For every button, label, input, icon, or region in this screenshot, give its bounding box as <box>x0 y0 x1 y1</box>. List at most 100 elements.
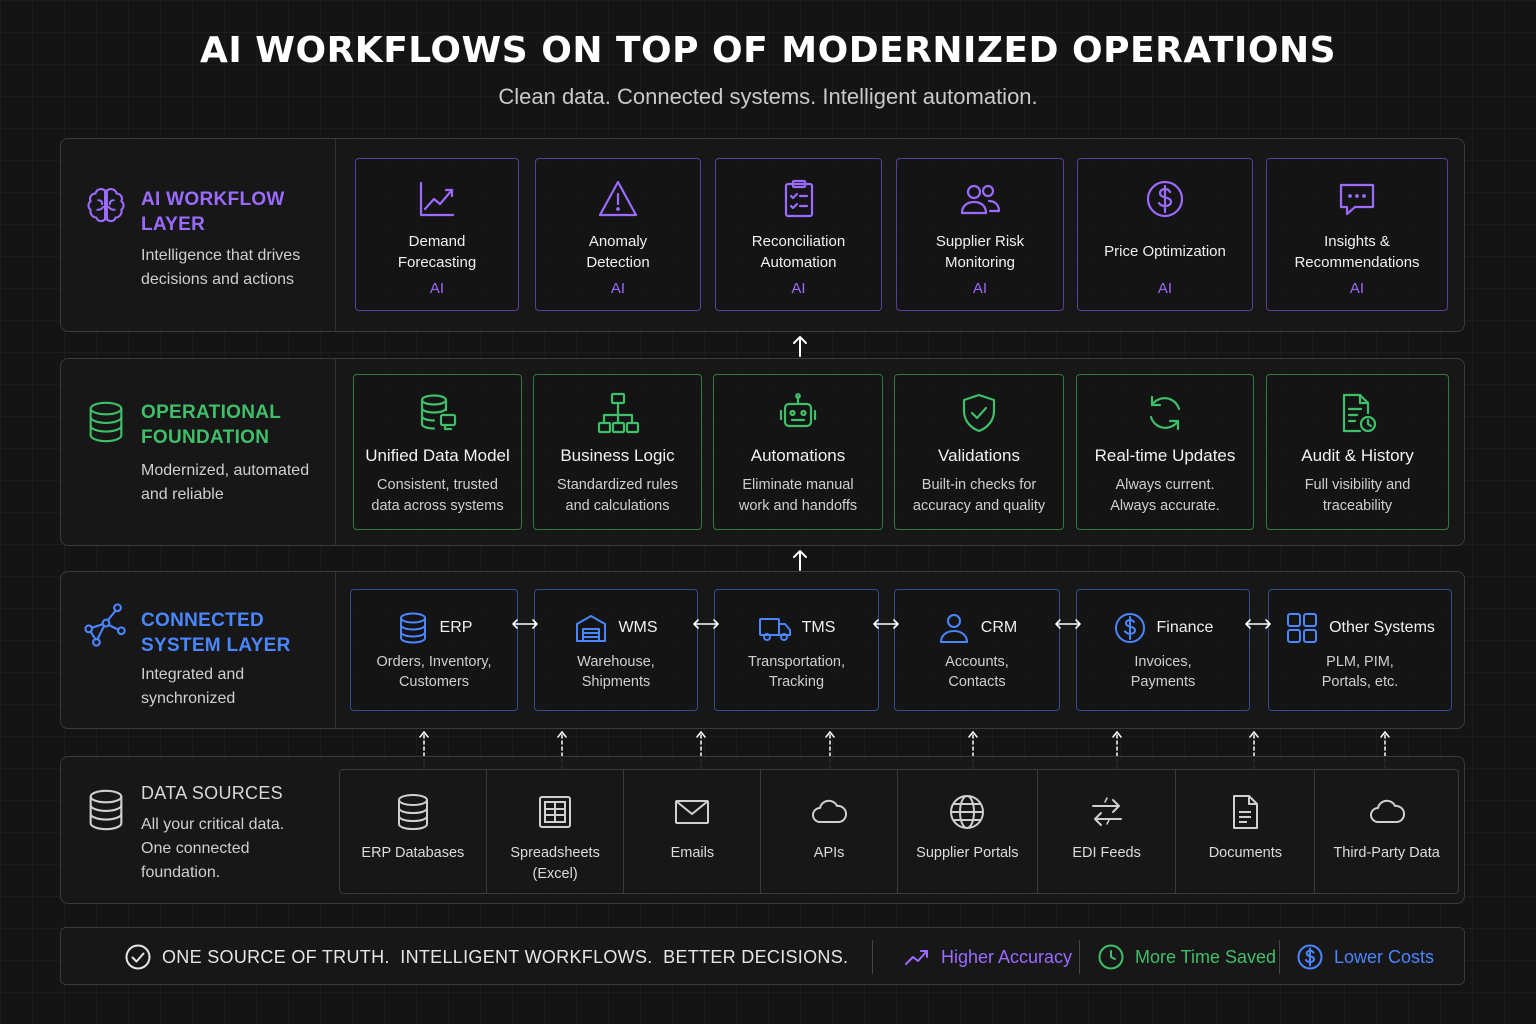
source-apis[interactable]: APIs <box>761 770 898 893</box>
source-emails[interactable]: Emails <box>624 770 762 893</box>
op-card-unified-data-model[interactable]: Unified Data Model Consistent, trusted da… <box>353 374 522 530</box>
data-sources-strip: ERP Databases Spreadsheets (Excel) Emails… <box>339 769 1459 894</box>
sys-card-erp[interactable]: ERP Orders, Inventory, Customers <box>350 589 518 711</box>
ai-card-reconciliation-automation[interactable]: Reconciliation Automation AI <box>715 158 882 311</box>
source-label-line1: Third-Party Data <box>1333 845 1440 861</box>
op-card-business-logic[interactable]: Business Logic Standardized rules and cal… <box>533 374 702 530</box>
ai-card-demand-forecasting[interactable]: Demand Forecasting AI <box>355 158 519 311</box>
op-card-automations[interactable]: Automations Eliminate manual work and han… <box>713 374 883 530</box>
ai-card-label: Price Optimization <box>1082 241 1248 262</box>
ai-layer-title: AI WORKFLOW LAYER <box>141 187 331 237</box>
ai-card-label-line1: Price Optimization <box>1104 243 1226 260</box>
op-card-realtime-updates[interactable]: Real-time Updates Always current. Always … <box>1076 374 1254 530</box>
ai-layer-title-line2: LAYER <box>141 214 206 235</box>
sys-card-desc-line2: Shipments <box>581 674 651 690</box>
ai-card-label-line1: Insights & <box>1324 233 1390 250</box>
op-card-desc-line1: Consistent, trusted <box>377 477 498 493</box>
source-spreadsheets[interactable]: Spreadsheets (Excel) <box>487 770 625 893</box>
ai-card-anomaly-detection[interactable]: Anomaly Detection AI <box>535 158 701 311</box>
sys-card-desc: Invoices, Payments <box>1083 652 1243 692</box>
sys-card-desc-line2: Tracking <box>768 674 825 690</box>
sys-card-name: WMS <box>618 619 658 636</box>
ai-layer-desc-line1: Intelligence that drives <box>141 247 301 264</box>
benefit-label: More Time Saved <box>1135 946 1277 967</box>
source-supplier-portals[interactable]: Supplier Portals <box>898 770 1038 893</box>
benefit-label: Higher Accuracy <box>941 946 1073 967</box>
benefit-lower-costs: Lower Costs <box>1296 928 1434 986</box>
bidirectional-arrow-icon <box>873 619 899 629</box>
sys-card-crm[interactable]: CRM Accounts, Contacts <box>894 589 1060 711</box>
sys-layer-desc-line1: Integrated and <box>141 666 245 683</box>
op-card-desc: Built-in checks for accuracy and quality <box>901 475 1057 517</box>
ai-card-tag: AI <box>791 280 806 297</box>
sys-card-name: TMS <box>801 619 836 636</box>
warehouse-icon <box>576 615 607 642</box>
truck-icon <box>758 618 791 641</box>
ai-layer-desc: Intelligence that drives decisions and a… <box>141 244 331 292</box>
bidirectional-arrow-icon <box>512 619 538 629</box>
op-card-title: Audit & History <box>1301 446 1414 465</box>
sys-card-other-systems[interactable]: Other Systems PLM, PIM, Portals, etc. <box>1268 589 1452 711</box>
operational-foundation-layer: OPERATIONAL FOUNDATION Modernized, autom… <box>60 358 1465 546</box>
op-card-audit-history[interactable]: Audit & History Full visibility and trace… <box>1266 374 1449 530</box>
sys-card-header: WMS <box>535 610 697 646</box>
source-edi-feeds[interactable]: EDI Feeds <box>1038 770 1177 893</box>
ai-card-tag: AI <box>429 280 445 297</box>
hierarchy-icon <box>596 391 640 435</box>
op-layer-title-line2: FOUNDATION <box>141 427 270 448</box>
source-third-party-data[interactable]: Third-Party Data <box>1315 770 1458 893</box>
sys-card-desc: PLM, PIM, Portals, etc. <box>1275 652 1445 692</box>
ai-card-label: Reconciliation Automation <box>720 231 877 273</box>
database-icon <box>393 792 433 832</box>
sys-card-desc-line1: Invoices, <box>1134 654 1192 670</box>
source-documents[interactable]: Documents <box>1176 770 1316 893</box>
ai-card-label-line1: Demand <box>408 233 466 250</box>
sys-card-desc-line2: Payments <box>1130 674 1196 690</box>
users-icon <box>958 177 1002 221</box>
trend-up-icon <box>905 950 928 965</box>
op-card-desc: Standardized rules and calculations <box>540 475 695 517</box>
dollar-circle-icon <box>1143 177 1187 221</box>
spreadsheet-icon <box>535 792 575 832</box>
op-card-desc-line2: and calculations <box>565 498 670 514</box>
network-icon <box>83 602 129 648</box>
data-layer-desc-line1: All your critical data. <box>141 816 285 833</box>
bidirectional-arrow-icon <box>693 619 719 629</box>
chat-bubble-icon <box>1335 177 1379 221</box>
sys-card-desc-line2: Portals, etc. <box>1321 674 1399 690</box>
ai-card-insights-recommendations[interactable]: Insights & Recommendations AI <box>1266 158 1448 311</box>
document-icon <box>1225 792 1265 832</box>
cloud-icon <box>1367 792 1407 832</box>
ai-card-price-optimization[interactable]: Price Optimization AI <box>1077 158 1253 311</box>
ai-card-supplier-risk-monitoring[interactable]: Supplier Risk Monitoring AI <box>896 158 1064 311</box>
sys-card-tms[interactable]: TMS Transportation, Tracking <box>714 589 879 711</box>
data-layer-desc-line3: foundation. <box>141 864 221 881</box>
sys-layer-title-line1: CONNECTED <box>141 610 265 631</box>
op-card-desc-line2: data across systems <box>371 498 504 514</box>
sys-card-wms[interactable]: WMS Warehouse, Shipments <box>534 589 698 711</box>
op-card-desc-line1: Eliminate manual <box>742 477 854 493</box>
mail-icon <box>672 792 712 832</box>
sys-card-desc-line1: PLM, PIM, <box>1326 654 1394 670</box>
sys-card-finance[interactable]: Finance Invoices, Payments <box>1076 589 1250 711</box>
source-label: Spreadsheets (Excel) <box>489 843 622 885</box>
op-card-validations[interactable]: Validations Built-in checks for accuracy … <box>894 374 1064 530</box>
benefit-higher-accuracy: Higher Accuracy <box>903 928 1072 986</box>
check-circle-icon <box>125 944 151 970</box>
ai-layer-desc-line2: decisions and actions <box>141 271 294 288</box>
footer-divider <box>1279 940 1280 974</box>
sys-card-header: Other Systems <box>1269 610 1451 646</box>
footer-divider <box>1079 940 1080 974</box>
op-card-desc-line1: Full visibility and <box>1304 477 1411 493</box>
op-layer-header: OPERATIONAL FOUNDATION Modernized, autom… <box>61 359 336 545</box>
data-layer-title: DATA SOURCES <box>141 783 283 803</box>
sys-card-header: CRM <box>895 610 1059 646</box>
source-erp-databases[interactable]: ERP Databases <box>340 770 487 893</box>
sys-card-header: TMS <box>715 610 878 646</box>
ai-card-label-line2: Recommendations <box>1294 254 1420 271</box>
sys-card-header: Finance <box>1077 610 1249 646</box>
op-card-desc-line1: Always current. <box>1115 477 1215 493</box>
sys-card-desc: Warehouse, Shipments <box>541 652 691 692</box>
benefit-more-time-saved: More Time Saved <box>1097 928 1276 986</box>
op-card-desc-line2: work and handoffs <box>738 498 858 514</box>
